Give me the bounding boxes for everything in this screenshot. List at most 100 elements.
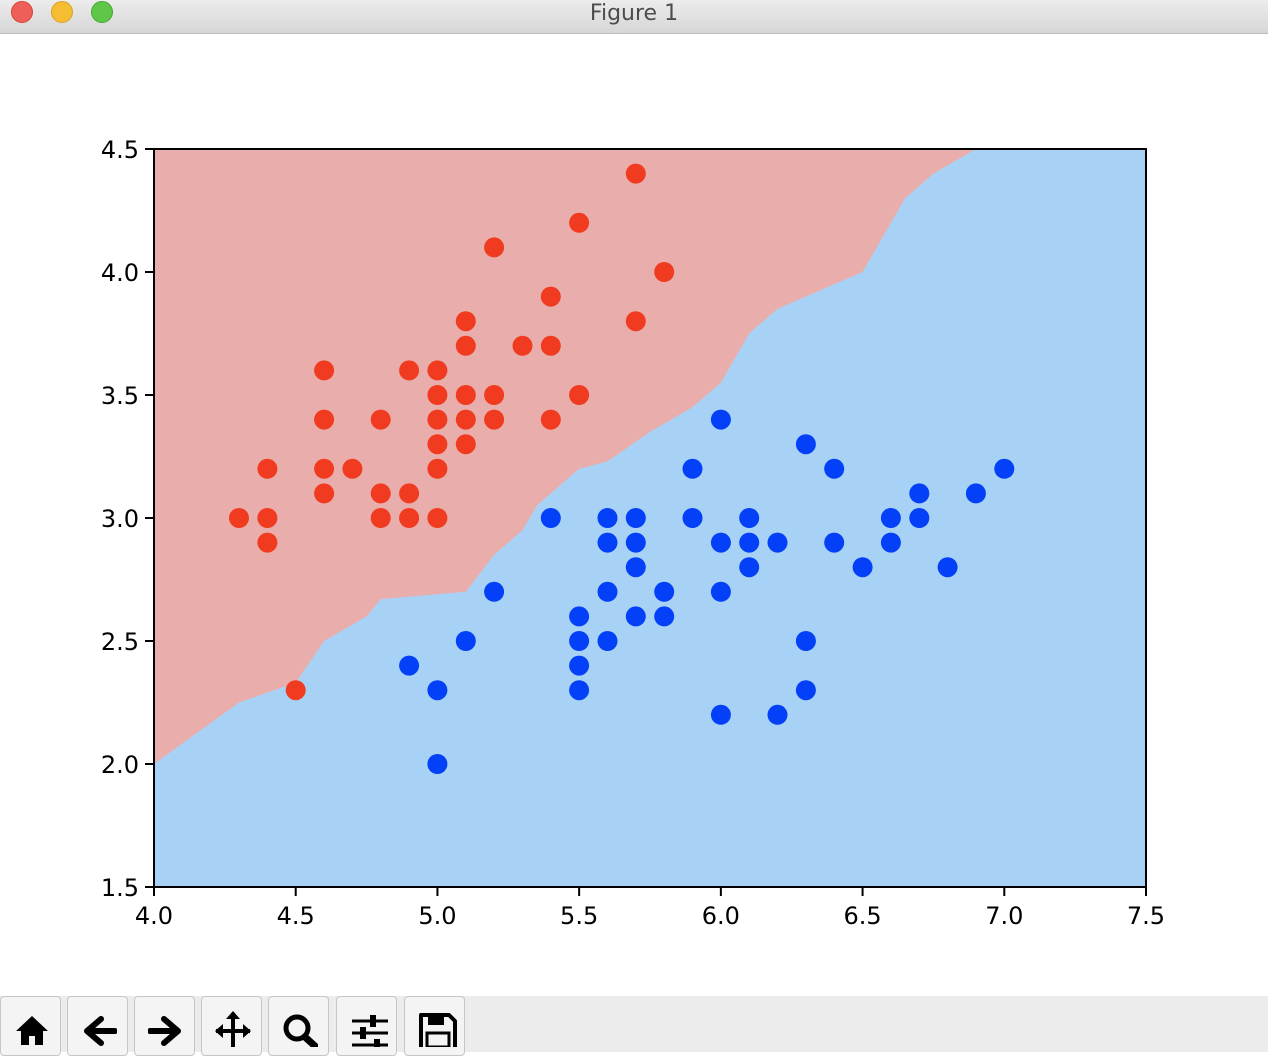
data-point-class-0 xyxy=(370,483,391,504)
back-button[interactable] xyxy=(67,996,128,1056)
data-point-class-0 xyxy=(229,508,249,528)
save-button[interactable] xyxy=(404,996,465,1056)
data-point-class-1 xyxy=(455,631,476,651)
data-point-class-1 xyxy=(909,483,930,504)
data-point-class-1 xyxy=(965,483,986,504)
home-button[interactable] xyxy=(0,996,61,1056)
data-point-class-0 xyxy=(314,458,335,479)
data-point-class-1 xyxy=(739,557,760,578)
scatter-plot[interactable]: 4.0 4.5 5.0 5.5 6.0 6.5 7.0 7.5 1.5 2.0 2.5 3.0 3.5 4… xyxy=(0,34,1268,994)
data-point-class-1 xyxy=(569,631,590,651)
data-point-class-1 xyxy=(597,508,618,528)
data-point-class-1 xyxy=(710,532,731,553)
data-point-class-1 xyxy=(625,557,646,578)
data-point-class-1 xyxy=(569,606,590,627)
data-point-class-1 xyxy=(739,508,760,528)
y-tick-label: 2.5 xyxy=(101,628,139,656)
data-point-class-0 xyxy=(427,508,448,528)
subplots-sliders-icon xyxy=(352,1015,388,1047)
data-point-class-1 xyxy=(569,655,590,676)
data-point-class-1 xyxy=(880,532,901,553)
x-tick-label: 4.0 xyxy=(135,902,173,930)
zoom-magnifier-icon xyxy=(283,1014,318,1047)
data-point-class-0 xyxy=(370,409,391,430)
data-point-class-0 xyxy=(512,335,533,356)
x-tick-label: 5.0 xyxy=(418,902,456,930)
save-floppy-icon xyxy=(419,1013,457,1047)
data-point-class-0 xyxy=(370,508,391,528)
data-point-class-0 xyxy=(540,409,561,430)
window-minimize-button[interactable] xyxy=(51,1,73,23)
data-point-class-1 xyxy=(824,458,845,479)
forward-button[interactable] xyxy=(134,996,195,1056)
data-point-class-0 xyxy=(625,311,646,332)
data-point-class-1 xyxy=(484,581,505,602)
data-point-class-1 xyxy=(710,409,731,430)
data-point-class-0 xyxy=(540,286,561,307)
data-point-class-1 xyxy=(795,631,816,651)
data-point-class-0 xyxy=(455,335,476,356)
data-point-class-0 xyxy=(427,385,448,405)
figure-toolbar xyxy=(0,996,1268,1056)
data-point-class-1 xyxy=(710,704,731,725)
data-point-class-1 xyxy=(710,581,731,602)
plot-axes: 4.0 4.5 5.0 5.5 6.0 6.5 7.0 7.5 1.5 2.0 2.5 3.0 3.5 4… xyxy=(101,136,1165,930)
data-points xyxy=(229,163,1015,774)
data-point-class-1 xyxy=(937,557,958,578)
forward-arrow-icon xyxy=(148,1016,181,1046)
data-point-class-1 xyxy=(399,655,420,676)
data-point-class-0 xyxy=(314,483,335,504)
window-zoom-button[interactable] xyxy=(91,1,113,23)
data-point-class-0 xyxy=(342,458,363,479)
data-point-class-0 xyxy=(399,360,420,381)
x-tick-label: 6.0 xyxy=(702,902,740,930)
y-tick-label: 1.5 xyxy=(101,874,139,902)
data-point-class-1 xyxy=(625,532,646,553)
data-point-class-0 xyxy=(484,409,505,430)
data-point-class-1 xyxy=(767,704,788,725)
y-tick-label: 2.0 xyxy=(101,751,139,779)
data-point-class-1 xyxy=(427,754,448,774)
data-point-class-0 xyxy=(314,409,335,430)
pan-move-icon xyxy=(215,1011,251,1047)
data-point-class-0 xyxy=(257,532,278,553)
data-point-class-0 xyxy=(625,163,646,184)
data-point-class-0 xyxy=(455,409,476,430)
data-point-class-1 xyxy=(682,458,703,479)
data-point-class-1 xyxy=(597,631,618,651)
x-tick-label: 7.0 xyxy=(985,902,1023,930)
data-point-class-0 xyxy=(484,385,505,405)
y-tick-label: 3.0 xyxy=(101,505,139,533)
data-point-class-1 xyxy=(625,508,646,528)
data-point-class-1 xyxy=(880,508,901,528)
data-point-class-0 xyxy=(540,335,561,356)
data-point-class-0 xyxy=(455,311,476,332)
data-point-class-0 xyxy=(427,409,448,430)
data-point-class-0 xyxy=(427,360,448,381)
zoom-button[interactable] xyxy=(268,996,329,1056)
data-point-class-1 xyxy=(795,434,816,455)
data-point-class-0 xyxy=(569,385,590,405)
data-point-class-1 xyxy=(909,508,930,528)
data-point-class-1 xyxy=(597,581,618,602)
data-point-class-0 xyxy=(484,237,505,258)
data-point-class-1 xyxy=(597,532,618,553)
x-tick-label: 7.5 xyxy=(1127,902,1165,930)
window-close-button[interactable] xyxy=(11,1,33,23)
data-point-class-1 xyxy=(795,680,816,701)
region-class-0 xyxy=(154,149,976,764)
y-tick-label: 4.5 xyxy=(101,136,139,164)
data-point-class-0 xyxy=(455,434,476,455)
pan-button[interactable] xyxy=(201,996,262,1056)
data-point-class-0 xyxy=(399,483,420,504)
x-tick-label: 6.5 xyxy=(843,902,881,930)
data-point-class-1 xyxy=(625,606,646,627)
configure-subplots-button[interactable] xyxy=(336,996,397,1056)
data-point-class-1 xyxy=(427,680,448,701)
data-point-class-0 xyxy=(257,458,278,479)
data-point-class-1 xyxy=(540,508,561,528)
data-point-class-0 xyxy=(314,360,335,381)
data-point-class-0 xyxy=(654,262,675,282)
data-point-class-1 xyxy=(739,532,760,553)
data-point-class-1 xyxy=(994,458,1015,479)
